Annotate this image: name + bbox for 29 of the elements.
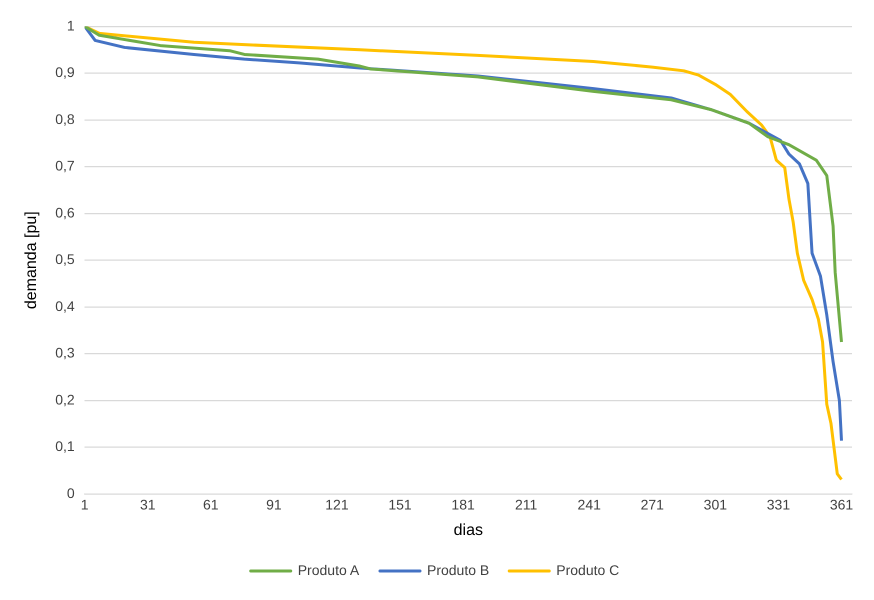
y-tick-label: 0,1 (55, 438, 75, 454)
y-tick-label: 0,2 (55, 391, 75, 408)
y-tick-label: 0,4 (55, 298, 75, 314)
x-tick-label: 241 (578, 496, 602, 512)
x-tick-label: 361 (830, 496, 854, 512)
x-tick-label: 181 (451, 496, 475, 512)
x-axis-title: dias (454, 522, 484, 539)
y-tick-label: 1 (66, 17, 75, 34)
legend-label: Produto C (556, 562, 620, 578)
y-tick-label: 0 (66, 484, 75, 501)
y-tick-label: 0,6 (55, 204, 75, 220)
legend-label: Produto B (426, 562, 490, 578)
x-tick-label: 121 (325, 496, 349, 512)
legend-label: Produto A (298, 562, 360, 578)
x-tick-label: 331 (766, 496, 790, 512)
y-tick-label: 0,3 (55, 344, 75, 361)
x-tick-label: 271 (640, 496, 664, 512)
y-tick-label: 0,8 (55, 110, 75, 127)
y-tick-label: 0,9 (55, 64, 75, 80)
y-tick-label: 0,7 (55, 158, 75, 174)
x-tick-label: 151 (388, 496, 412, 512)
y-tick-label: 0,5 (55, 251, 75, 268)
x-tick-label: 31 (140, 496, 156, 512)
x-tick-label: 211 (514, 496, 538, 512)
x-tick-label: 301 (704, 496, 728, 512)
x-tick-label: 61 (203, 496, 219, 512)
x-tick-label: 91 (266, 496, 282, 512)
y-axis-title: demanda [pu] (23, 211, 40, 310)
x-tick-label: 1 (80, 496, 89, 512)
